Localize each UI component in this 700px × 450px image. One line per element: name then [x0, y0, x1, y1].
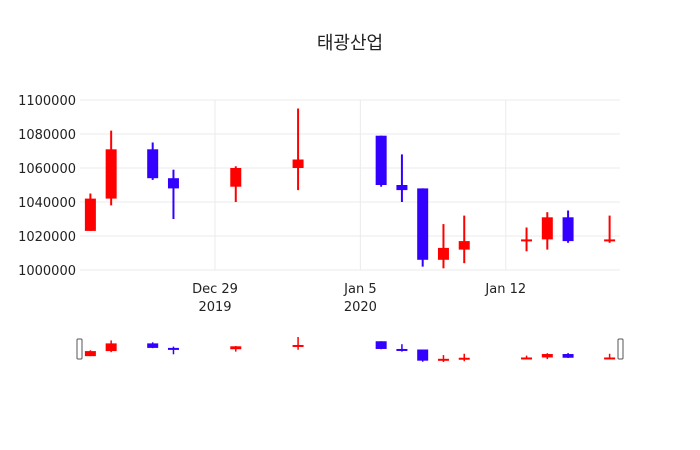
candle-increasing — [84, 193, 96, 231]
slider-candle — [521, 355, 533, 360]
candle-body — [604, 239, 616, 242]
slider-candle — [230, 346, 242, 352]
y-tick-label: 1100000 — [18, 94, 76, 109]
y-tick-label: 1040000 — [18, 196, 76, 211]
candle-decreasing — [167, 169, 179, 219]
slider-candle — [84, 350, 96, 357]
slider-candle — [562, 352, 574, 359]
slider-candle — [396, 344, 408, 352]
range-slider[interactable] — [76, 337, 624, 362]
x-tick-year-label: 2019 — [198, 300, 231, 315]
slider-candle-body — [167, 347, 179, 350]
chart-title: 태광산업 — [317, 33, 383, 54]
slider-candle — [604, 353, 616, 360]
slider-candle — [458, 353, 470, 362]
slider-candle-body — [417, 349, 429, 361]
slider-candle-body — [604, 357, 616, 360]
y-tick-label: 1080000 — [18, 128, 76, 143]
y-tick-label: 1020000 — [18, 230, 76, 245]
candle-body — [541, 217, 553, 240]
x-tick-label: Jan 12 — [484, 282, 526, 297]
candle-body — [147, 149, 159, 179]
slider-candle — [105, 340, 117, 353]
x-axis-ticks: Dec 29 2019 Jan 5 2020 Jan 12 — [192, 282, 526, 315]
range-slider-left-handle[interactable] — [76, 338, 83, 360]
candle-body — [84, 198, 96, 231]
candles — [84, 108, 616, 269]
candle-body — [562, 217, 574, 242]
candle-body — [105, 149, 117, 199]
candle-increasing — [105, 130, 117, 206]
slider-candle-body — [437, 358, 449, 361]
candle-increasing — [604, 215, 616, 243]
slider-candle-body — [147, 343, 159, 348]
x-tick-label: Dec 29 — [192, 282, 238, 297]
x-tick-year-label: 2020 — [344, 300, 377, 315]
slider-candle-body — [541, 354, 553, 358]
candle-body — [437, 247, 449, 260]
candle-body — [417, 188, 429, 260]
candle-body — [375, 135, 387, 185]
candle-body — [292, 159, 304, 168]
candle-body — [167, 178, 179, 189]
candle-decreasing — [375, 135, 387, 187]
candle-body — [230, 168, 242, 187]
slider-candle — [292, 337, 304, 350]
slider-candle — [541, 353, 553, 360]
y-tick-label: 1000000 — [18, 264, 76, 279]
y-axis-ticks: 1000000 1020000 1040000 1060000 1080000 11000… — [18, 94, 76, 279]
slider-candle-body — [458, 357, 470, 360]
candle-decreasing — [562, 210, 574, 243]
candle-increasing — [541, 212, 553, 250]
slider-candle — [437, 355, 449, 362]
x-tick-label: Jan 5 — [343, 282, 376, 297]
candle-increasing — [292, 108, 304, 191]
candle-decreasing — [396, 154, 408, 202]
slider-candle-body — [292, 344, 304, 347]
slider-candle-body — [396, 348, 408, 351]
gridlines — [80, 99, 620, 271]
slider-candle — [417, 349, 429, 362]
y-tick-label: 1060000 — [18, 162, 76, 177]
candle-body — [521, 239, 533, 242]
candle-increasing — [458, 215, 470, 264]
candle-decreasing — [147, 142, 159, 180]
candle-increasing — [521, 227, 533, 252]
candle-body — [396, 185, 408, 191]
range-slider-right-handle[interactable] — [617, 338, 624, 360]
slider-candle-body — [84, 351, 96, 357]
slider-candle — [375, 341, 387, 350]
slider-candle-body — [105, 343, 117, 352]
candle-body — [458, 241, 470, 250]
candle-increasing — [437, 224, 449, 269]
slider-candle-body — [521, 357, 533, 360]
candle-decreasing — [417, 188, 429, 267]
slider-candle-body — [375, 341, 387, 349]
slider-candle — [147, 342, 159, 349]
slider-candle — [167, 346, 179, 355]
candle-increasing — [230, 166, 242, 202]
slider-candle-body — [230, 346, 242, 350]
slider-candle-body — [562, 354, 574, 358]
